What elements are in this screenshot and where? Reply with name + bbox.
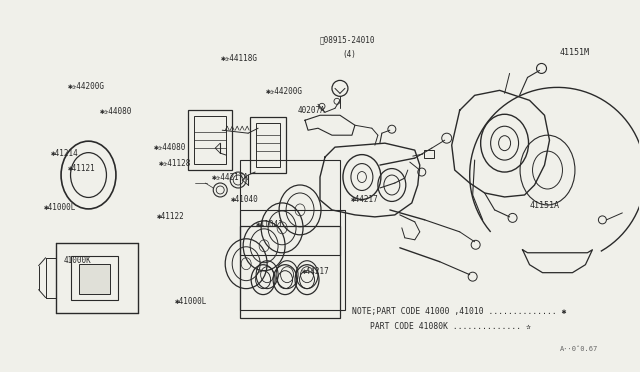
Bar [250,117,286,173]
Bar [240,226,340,318]
Text: 41151M: 41151M [559,48,589,57]
Text: ✱✰44080: ✱✰44080 [100,108,132,116]
Text: 40207A: 40207A [298,106,325,115]
Text: A··0ˆ0.67: A··0ˆ0.67 [559,346,598,352]
Text: 41151A: 41151A [529,201,559,210]
Bar [424,150,434,158]
Text: ✱41121: ✱41121 [68,164,95,173]
Text: ✱41040: ✱41040 [230,195,259,204]
Text: (4): (4) [342,50,356,59]
Text: ✱✰44080: ✱✰44080 [154,142,186,151]
Bar [240,210,345,310]
Bar [188,110,232,170]
Text: ✱41041: ✱41041 [256,221,284,230]
Text: ✱✰44200G: ✱✰44200G [266,87,303,96]
Text: Ⓠ08915-24010: Ⓠ08915-24010 [320,35,376,44]
Text: ✱41122: ✱41122 [157,212,185,221]
Text: ✱41000L: ✱41000L [174,297,207,306]
Text: ✱✰44118G: ✱✰44118G [221,54,258,62]
Bar [79,264,111,294]
Text: ✱41214: ✱41214 [51,149,78,158]
Text: PART CODE 41080K .............. ✰: PART CODE 41080K .............. ✰ [370,322,531,331]
Text: ✱44217: ✱44217 [302,267,330,276]
Bar [195,116,226,164]
Bar [256,123,280,167]
Bar [70,256,118,299]
Bar [240,160,340,255]
Text: ✱✰44200G: ✱✰44200G [68,81,105,90]
Text: 41000K: 41000K [63,256,91,265]
Text: ✱✰44217A: ✱✰44217A [211,173,248,182]
Text: ✱✰41128: ✱✰41128 [159,159,191,168]
Text: ✱44217: ✱44217 [351,195,378,204]
Text: NOTE;PART CODE 41000 ,41010 .............. ✱: NOTE;PART CODE 41000 ,41010 ............… [352,307,566,316]
Text: ✱41000L: ✱41000L [44,203,77,212]
